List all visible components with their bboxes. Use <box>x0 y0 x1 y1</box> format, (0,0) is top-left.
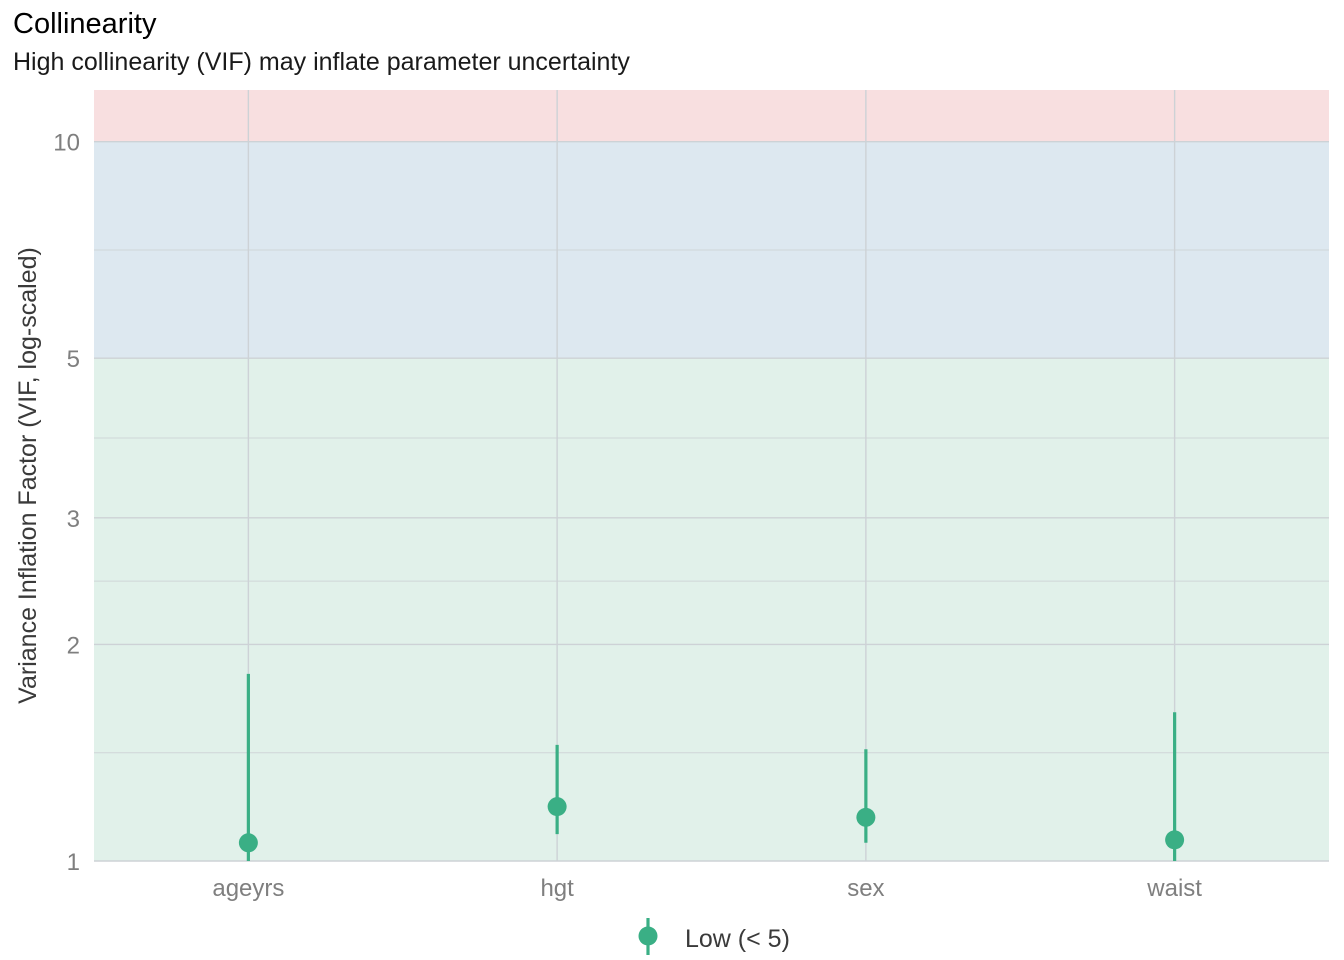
chart-title: Collinearity <box>13 8 157 40</box>
x-tick-label: waist <box>1146 875 1202 902</box>
y-tick-label: 2 <box>67 632 80 659</box>
band-low <box>94 358 1329 861</box>
x-tick-label: ageyrs <box>212 875 284 902</box>
y-tick-label: 1 <box>67 849 80 876</box>
y-axis-label: Variance Inflation Factor (VIF, log-scal… <box>14 247 42 704</box>
y-tick-label: 5 <box>67 346 80 373</box>
data-point <box>547 797 567 817</box>
data-point <box>856 807 876 827</box>
y-tick-label: 3 <box>67 506 80 533</box>
x-tick-label: sex <box>847 875 884 902</box>
y-tick-label: 10 <box>53 130 80 157</box>
data-point <box>238 833 258 853</box>
legend-label: Low (< 5) <box>685 925 790 953</box>
x-tick-label: hgt <box>540 875 574 902</box>
chart-subtitle: High collinearity (VIF) may inflate para… <box>13 48 630 76</box>
data-point <box>1165 830 1185 850</box>
band-high <box>94 90 1329 142</box>
legend-marker <box>638 926 658 946</box>
